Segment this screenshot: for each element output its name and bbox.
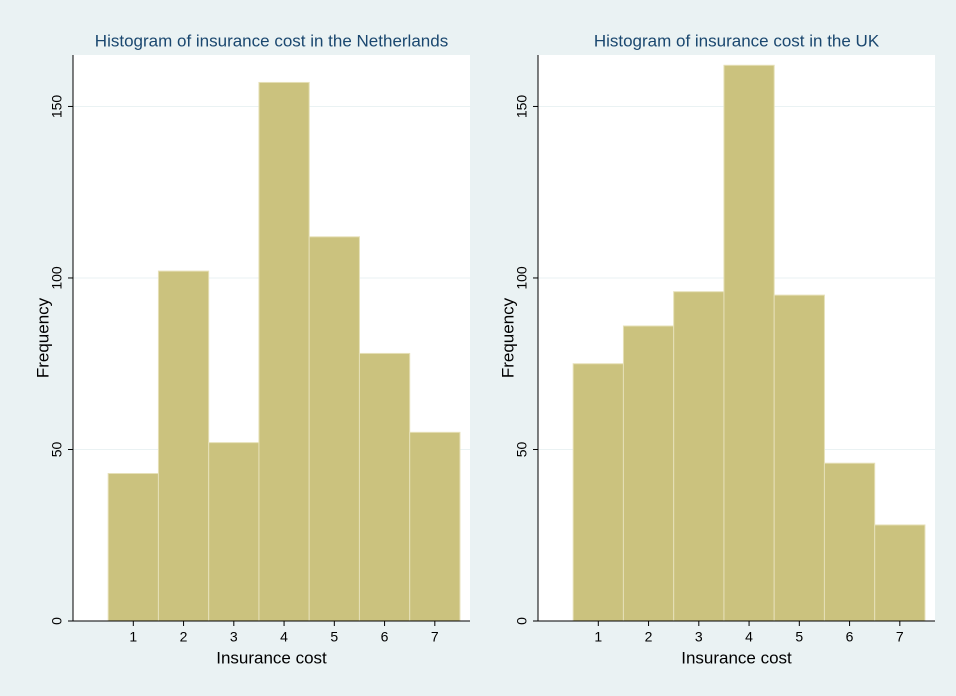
x-axis-label: Insurance cost bbox=[216, 648, 327, 667]
x-tick-label: 1 bbox=[594, 629, 602, 645]
bar bbox=[358, 352, 411, 622]
y-tick-label: 150 bbox=[514, 95, 530, 119]
y-tick-label: 150 bbox=[49, 95, 65, 119]
bar bbox=[308, 236, 360, 622]
bar bbox=[409, 431, 461, 622]
x-tick-label: 1 bbox=[129, 629, 137, 645]
bar bbox=[773, 294, 825, 622]
chart-title: Histogram of insurance cost in the UK bbox=[594, 31, 880, 50]
bar bbox=[723, 64, 775, 622]
x-tick-label: 2 bbox=[180, 629, 188, 645]
bar bbox=[258, 81, 310, 622]
y-tick-label: 0 bbox=[514, 617, 530, 625]
y-axis-label: Frequency bbox=[498, 297, 517, 378]
y-axis-label: Frequency bbox=[33, 297, 52, 378]
x-tick-label: 5 bbox=[330, 629, 338, 645]
x-tick-label: 7 bbox=[896, 629, 904, 645]
y-tick-label: 50 bbox=[514, 441, 530, 457]
x-axis-label: Insurance cost bbox=[681, 648, 792, 667]
x-tick-label: 3 bbox=[230, 629, 238, 645]
y-tick-label: 100 bbox=[514, 266, 530, 290]
x-tick-label: 3 bbox=[695, 629, 703, 645]
y-tick-label: 0 bbox=[49, 617, 65, 625]
x-tick-label: 4 bbox=[280, 629, 288, 645]
bar bbox=[572, 363, 624, 622]
bar bbox=[157, 270, 210, 622]
x-tick-label: 2 bbox=[645, 629, 653, 645]
x-tick-label: 7 bbox=[431, 629, 439, 645]
y-tick-label: 100 bbox=[49, 266, 65, 290]
x-tick-label: 6 bbox=[381, 629, 389, 645]
chart-title: Histogram of insurance cost in the Nethe… bbox=[95, 31, 448, 50]
y-tick-label: 50 bbox=[49, 441, 65, 457]
bar bbox=[107, 472, 159, 622]
bar bbox=[673, 291, 725, 622]
bar bbox=[823, 462, 876, 622]
bar bbox=[874, 524, 926, 622]
x-tick-label: 6 bbox=[846, 629, 854, 645]
bar bbox=[622, 325, 675, 622]
bar bbox=[208, 442, 260, 622]
x-tick-label: 4 bbox=[745, 629, 753, 645]
x-tick-label: 5 bbox=[795, 629, 803, 645]
